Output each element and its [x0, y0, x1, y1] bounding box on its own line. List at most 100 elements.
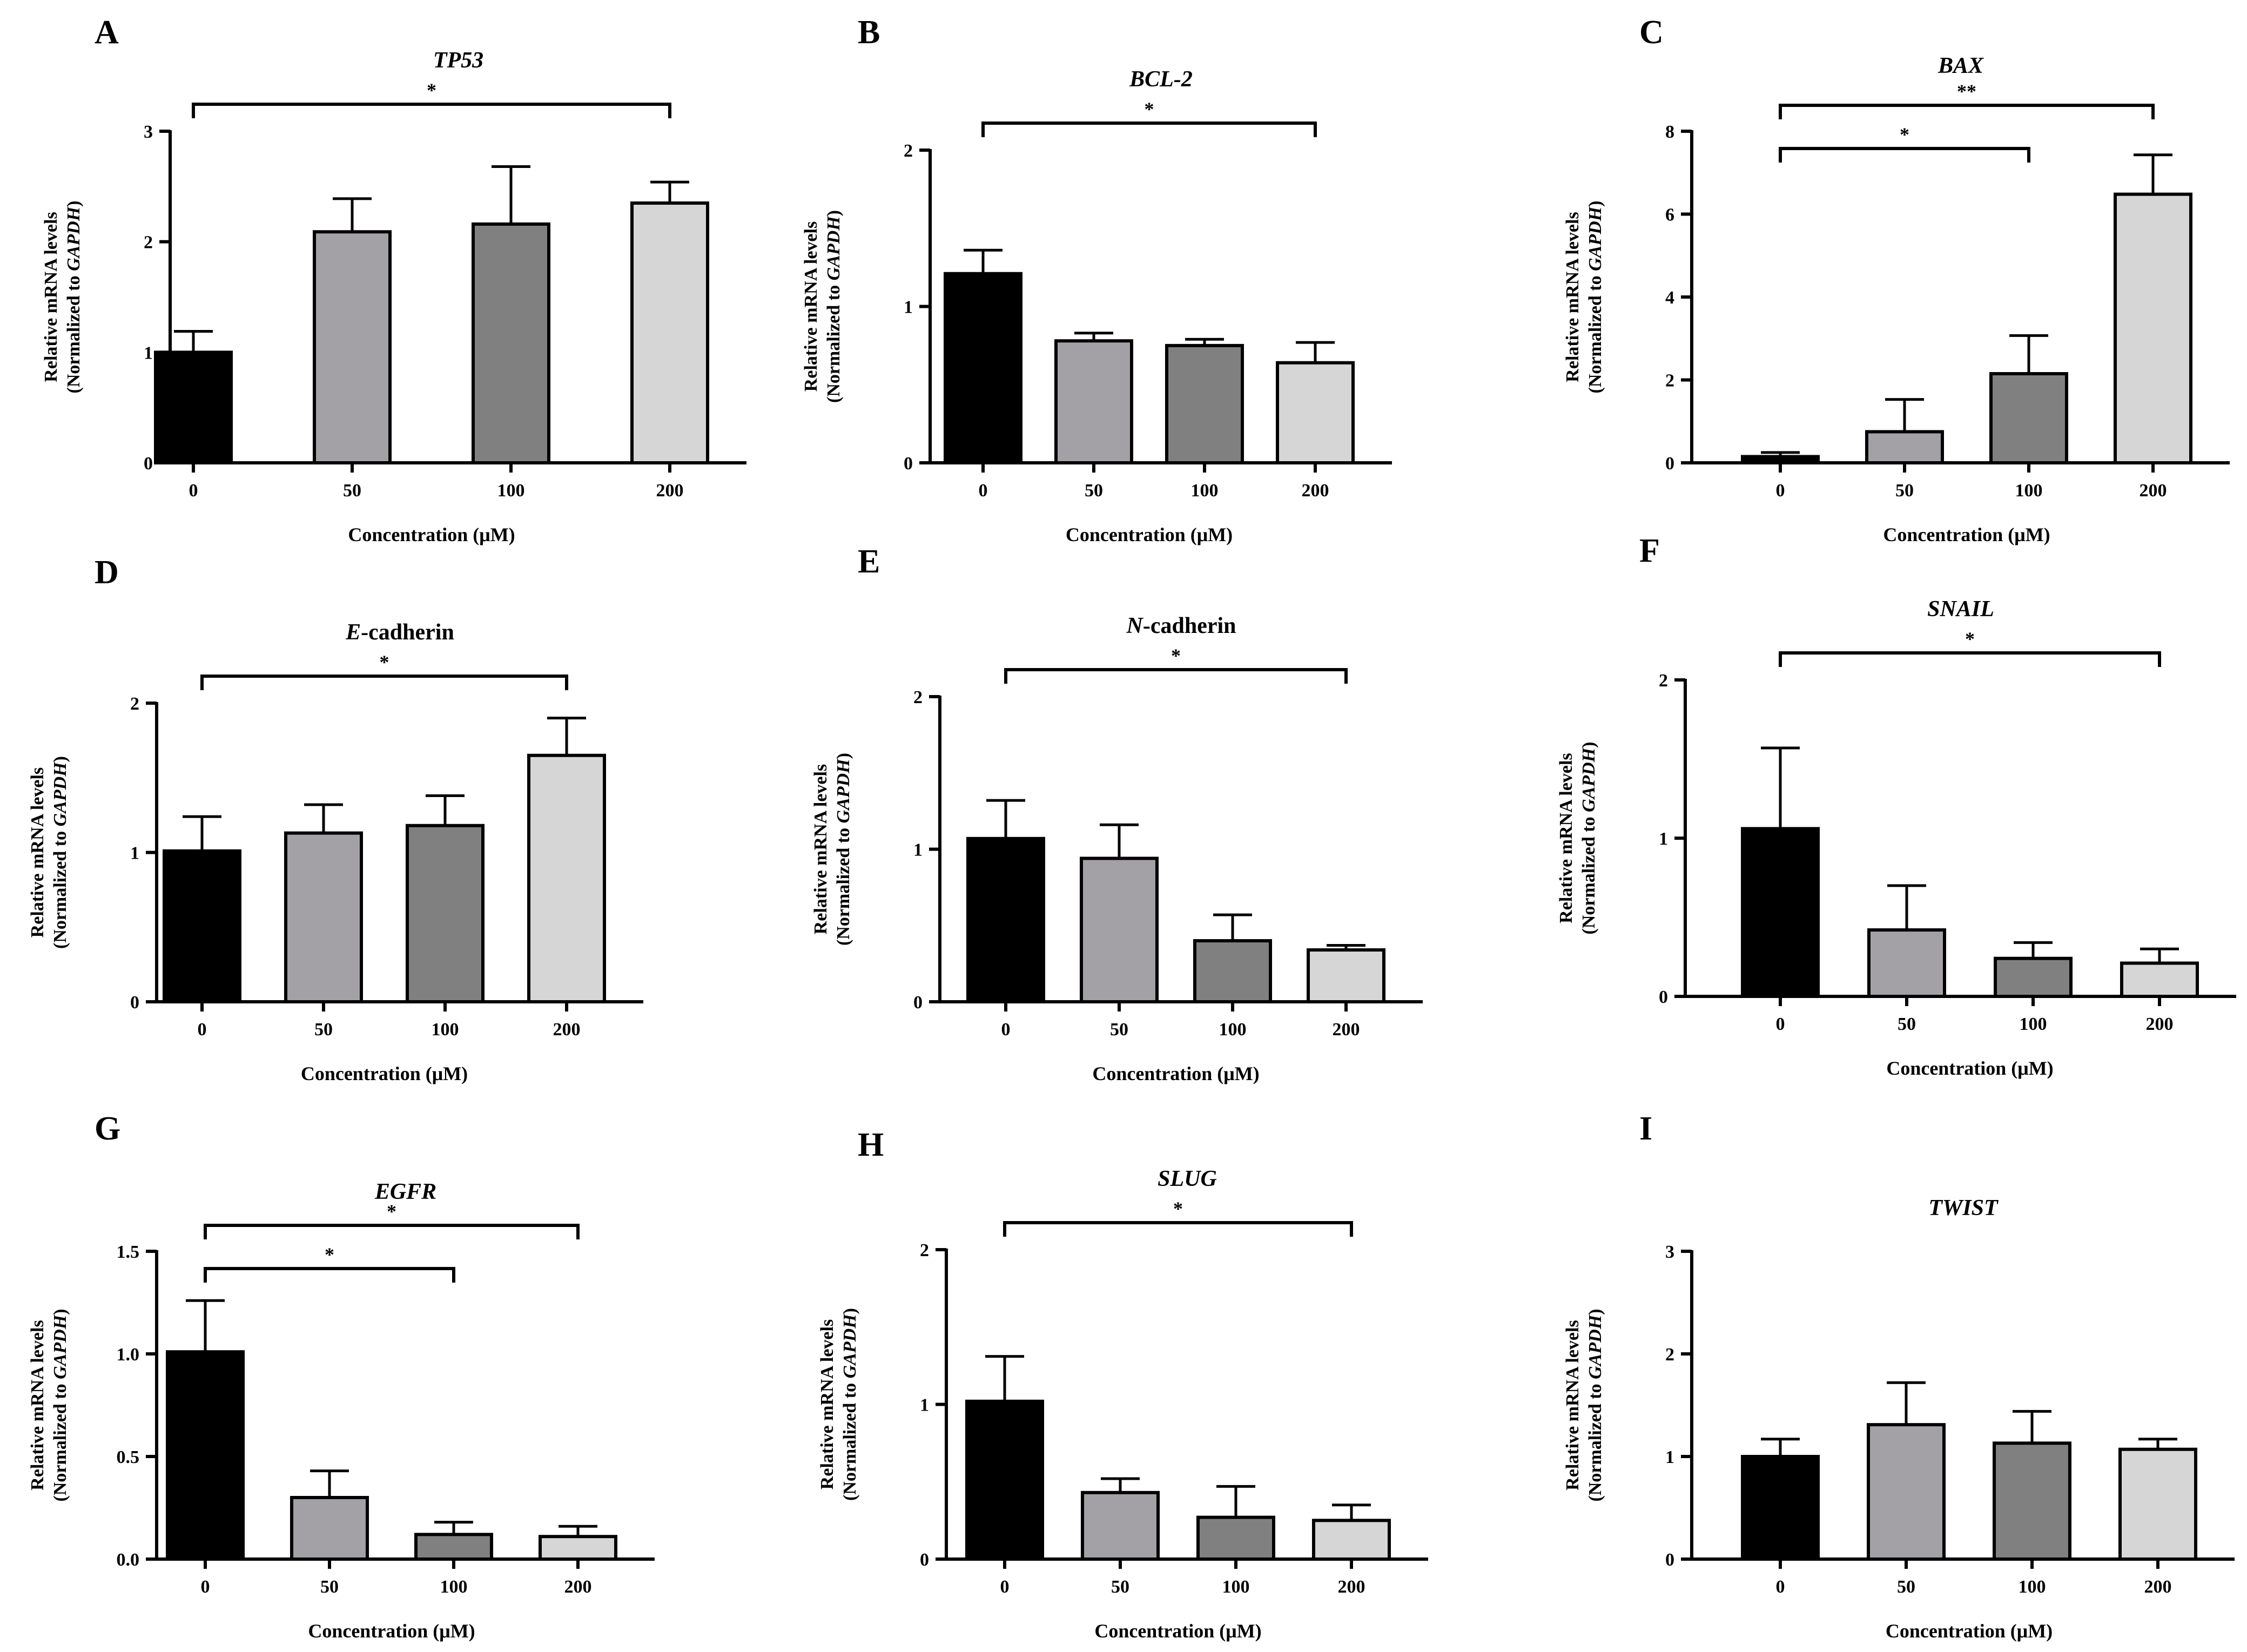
- bar-100: [1193, 939, 1272, 1003]
- significance-label: *: [387, 1201, 396, 1222]
- significance-bracket: [981, 122, 1317, 137]
- significance-label: *: [380, 651, 389, 673]
- y-axis-label: Relative mRNA levels (Normalized to GAPDH…: [1563, 1309, 1605, 1502]
- x-tick-label: 0: [1001, 1020, 1011, 1040]
- y-axis-label-gene: GAPDH: [1579, 747, 1599, 812]
- chart-title-gene: SNAIL: [1927, 597, 1994, 622]
- y-axis-label-prefix: (Normalized to: [64, 271, 84, 394]
- chart-title: TP53: [433, 48, 483, 73]
- bar-50: [284, 831, 363, 1004]
- y-axis-label-gene: GAPDH: [833, 758, 853, 824]
- y-axis-label-line1: Relative mRNA levels: [28, 767, 48, 938]
- x-tick-label: 50: [1085, 481, 1103, 501]
- x-tick-label: 100: [2019, 1577, 2046, 1597]
- y-tick-label: 2: [1659, 671, 1668, 691]
- x-tick-label: 50: [1897, 1577, 1915, 1597]
- x-tick-label: 50: [314, 1020, 333, 1040]
- panel-b: B BCL-2 0 1 2 0 50 100 200 Concentration (μM) Rela…: [801, 14, 1392, 545]
- bar-50: [290, 1496, 369, 1561]
- panel-label: H: [858, 1127, 884, 1163]
- bar-200: [1307, 948, 1385, 1003]
- y-tick-label: 3: [1665, 1242, 1674, 1262]
- panel-label: F: [1639, 532, 1660, 569]
- y-axis-label-line2: (Normalized to GAPDH): [833, 753, 853, 946]
- x-tick-label: 200: [2146, 1014, 2174, 1034]
- bar-100: [406, 824, 485, 1003]
- x-tick-label: 100: [1222, 1577, 1250, 1597]
- y-axis-label-suffix: ): [824, 210, 844, 216]
- y-axis-label-line1: Relative mRNA levels: [1556, 753, 1576, 923]
- bar-0: [1741, 1455, 1820, 1561]
- y-axis-label-line2: (Normalized to GAPDH): [50, 1309, 70, 1502]
- chart-title: SLUG: [1158, 1166, 1217, 1191]
- x-axis-label: Concentration (μM): [348, 524, 515, 545]
- significance-label: *: [1145, 98, 1154, 120]
- panel-a: A TP53 0 1 2 3 0 50 100 200 Concentration (μM) Rela…: [41, 14, 746, 545]
- chart-title: EGFR: [374, 1179, 436, 1204]
- x-tick-label: 50: [1111, 1577, 1129, 1597]
- significance-label: *: [1965, 628, 1975, 650]
- x-axis-label: Concentration (μM): [301, 1063, 468, 1084]
- significance-bracket: [200, 675, 568, 690]
- y-axis-label-suffix: ): [1585, 201, 1605, 207]
- y-tick-label: 6: [1665, 205, 1674, 225]
- x-tick-label: 100: [2015, 481, 2043, 501]
- y-tick-label: 0: [1665, 454, 1674, 474]
- chart-title: TWIST: [1928, 1196, 1999, 1221]
- significance-label: *: [427, 79, 436, 101]
- chart-title: BAX: [1937, 53, 1984, 78]
- y-tick-label: 1.0: [117, 1345, 140, 1365]
- panel-f: F SNAIL 0 1 2 0 50 100 200 Concentration (μM) Rela…: [1556, 532, 2236, 1079]
- y-axis-label-line1: Relative mRNA levels: [1563, 1320, 1583, 1490]
- significance-bracket: [192, 103, 671, 118]
- significance-bracket: [1779, 147, 2030, 163]
- y-axis-label: Relative mRNA levels (Normalized to GAPDH…: [1563, 201, 1605, 394]
- y-axis-label: Relative mRNA levels (Normalized to GAPDH…: [817, 1308, 860, 1501]
- x-tick-label: 200: [2140, 481, 2167, 501]
- bar-200: [527, 753, 606, 1004]
- y-axis-label-line2: (Normalized to GAPDH): [840, 1308, 860, 1501]
- y-axis-label-line1: Relative mRNA levels: [801, 221, 821, 392]
- x-axis-label: Concentration (μM): [1094, 1620, 1261, 1642]
- significance-label: *: [1171, 645, 1181, 666]
- y-axis-label-line1: Relative mRNA levels: [41, 212, 61, 382]
- chart-title: E-cadherin: [345, 620, 454, 645]
- y-axis-label-line2: (Normalized to GAPDH): [1585, 201, 1605, 394]
- y-tick-label: 2: [1665, 1345, 1674, 1365]
- x-tick-label: 0: [189, 481, 198, 501]
- y-axis-label-prefix: (Normalized to: [50, 826, 70, 949]
- x-tick-label: 200: [656, 481, 684, 501]
- chart-title-suffix: -cadherin: [361, 620, 454, 645]
- y-axis-label: Relative mRNA levels (Normalized to GAPDH…: [1556, 742, 1599, 935]
- bar-0: [166, 1350, 245, 1561]
- panel-label: B: [858, 14, 880, 51]
- x-tick-label: 200: [1302, 481, 1329, 501]
- x-tick-label: 0: [1000, 1577, 1010, 1597]
- chart-title-gene: TP53: [433, 48, 483, 73]
- significance-bracket: [1779, 104, 2155, 119]
- y-tick-label: 2: [144, 233, 153, 253]
- x-tick-label: 0: [1776, 481, 1785, 501]
- x-tick-label: 50: [1895, 481, 1914, 501]
- y-tick-label: 0: [904, 454, 913, 474]
- bar-0: [1741, 827, 1820, 999]
- y-axis-label: Relative mRNA levels (Normalized to GAPDH…: [28, 1309, 70, 1502]
- y-axis-label-gene: GAPDH: [50, 1314, 70, 1379]
- y-tick-label: 1.5: [117, 1242, 140, 1262]
- y-axis-label-line1: Relative mRNA levels: [28, 1320, 48, 1490]
- y-tick-label: 1: [904, 298, 913, 318]
- y-tick-label: 0: [920, 1550, 929, 1570]
- x-tick-label: 50: [1110, 1020, 1128, 1040]
- panel-label: E: [858, 543, 880, 580]
- y-axis-label-suffix: ): [50, 756, 70, 762]
- y-axis-label-prefix: (Normalized to: [824, 280, 844, 403]
- panel-c: C BAX 0 2 4 6 8 0 50 100 200 Concentration (μM) Rela…: [1563, 14, 2230, 545]
- y-tick-label: 1: [920, 1395, 929, 1415]
- y-axis-label-gene: GAPDH: [1585, 206, 1605, 271]
- x-tick-label: 50: [343, 481, 361, 501]
- x-axis-label: Concentration (μM): [1886, 1057, 2053, 1079]
- chart-title-gene: BAX: [1937, 53, 1984, 78]
- chart-title: SNAIL: [1927, 597, 1994, 622]
- x-axis-label: Concentration (μM): [308, 1620, 475, 1642]
